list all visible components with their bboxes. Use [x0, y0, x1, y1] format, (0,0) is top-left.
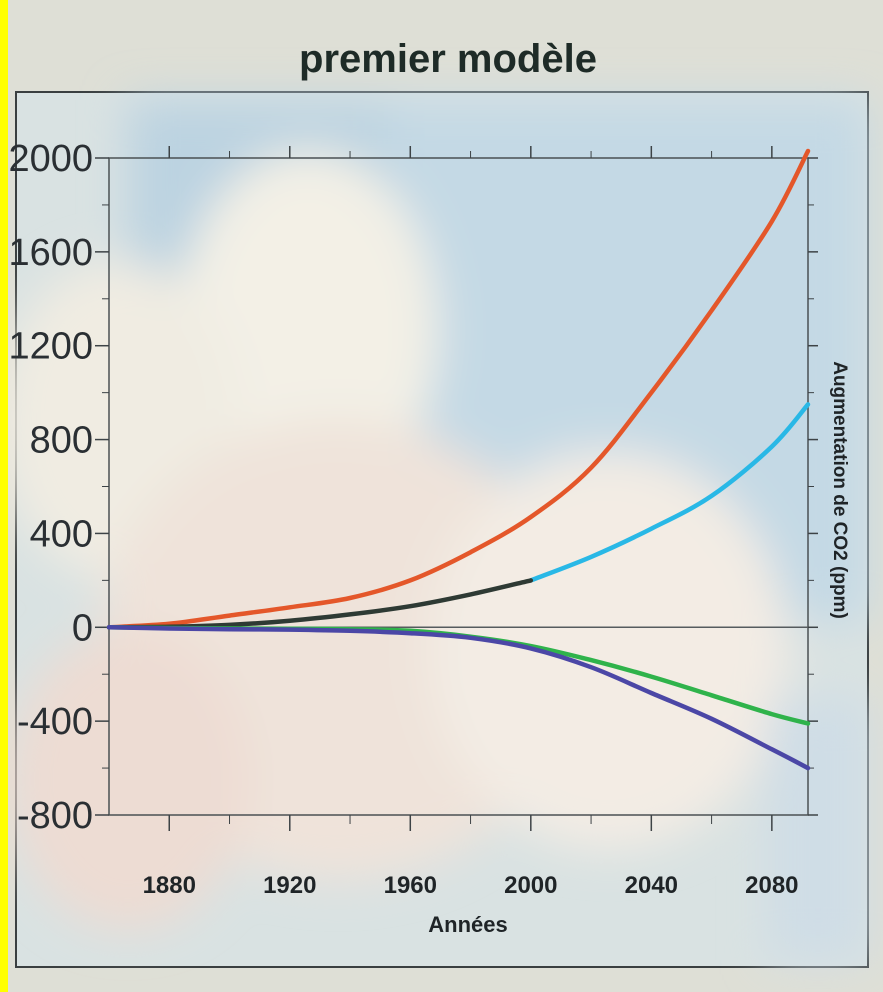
y-axis-label: Augmentation de CO2 (ppm): [829, 361, 850, 619]
chart-title: premier modèle: [299, 37, 597, 81]
x-tick-label: 1880: [143, 872, 196, 899]
y-tick-label: 0: [72, 607, 93, 649]
series-line-2: [528, 402, 811, 583]
x-tick-label: 1920: [263, 872, 316, 899]
chart-canvas: 2000 1600 1200 800 400 0 -400 -800 1880 1920 1960 2…: [8, 0, 883, 992]
x-tick-label: 2000: [504, 872, 557, 899]
x-tick-label: 2080: [745, 872, 798, 899]
chart-figure: 2000 1600 1200 800 400 0 -400 -800 1880 1920 1960 2…: [8, 0, 883, 992]
y-tick-label: 2000: [8, 138, 93, 180]
y-tick-label: 1600: [8, 232, 93, 274]
series-line-1: [106, 148, 811, 630]
background-art: [8, 0, 883, 992]
y-tick-label: 800: [30, 420, 93, 462]
x-tick-label: 2040: [625, 872, 678, 899]
x-tick-label: 1960: [384, 872, 437, 899]
series-line-5: [106, 625, 811, 771]
y-tick-label: 1200: [8, 326, 93, 368]
y-tick-label: -800: [17, 795, 93, 837]
y-tick-label: 400: [30, 513, 93, 555]
x-axis-label: Années: [428, 912, 507, 937]
y-tick-label: -400: [17, 701, 93, 743]
